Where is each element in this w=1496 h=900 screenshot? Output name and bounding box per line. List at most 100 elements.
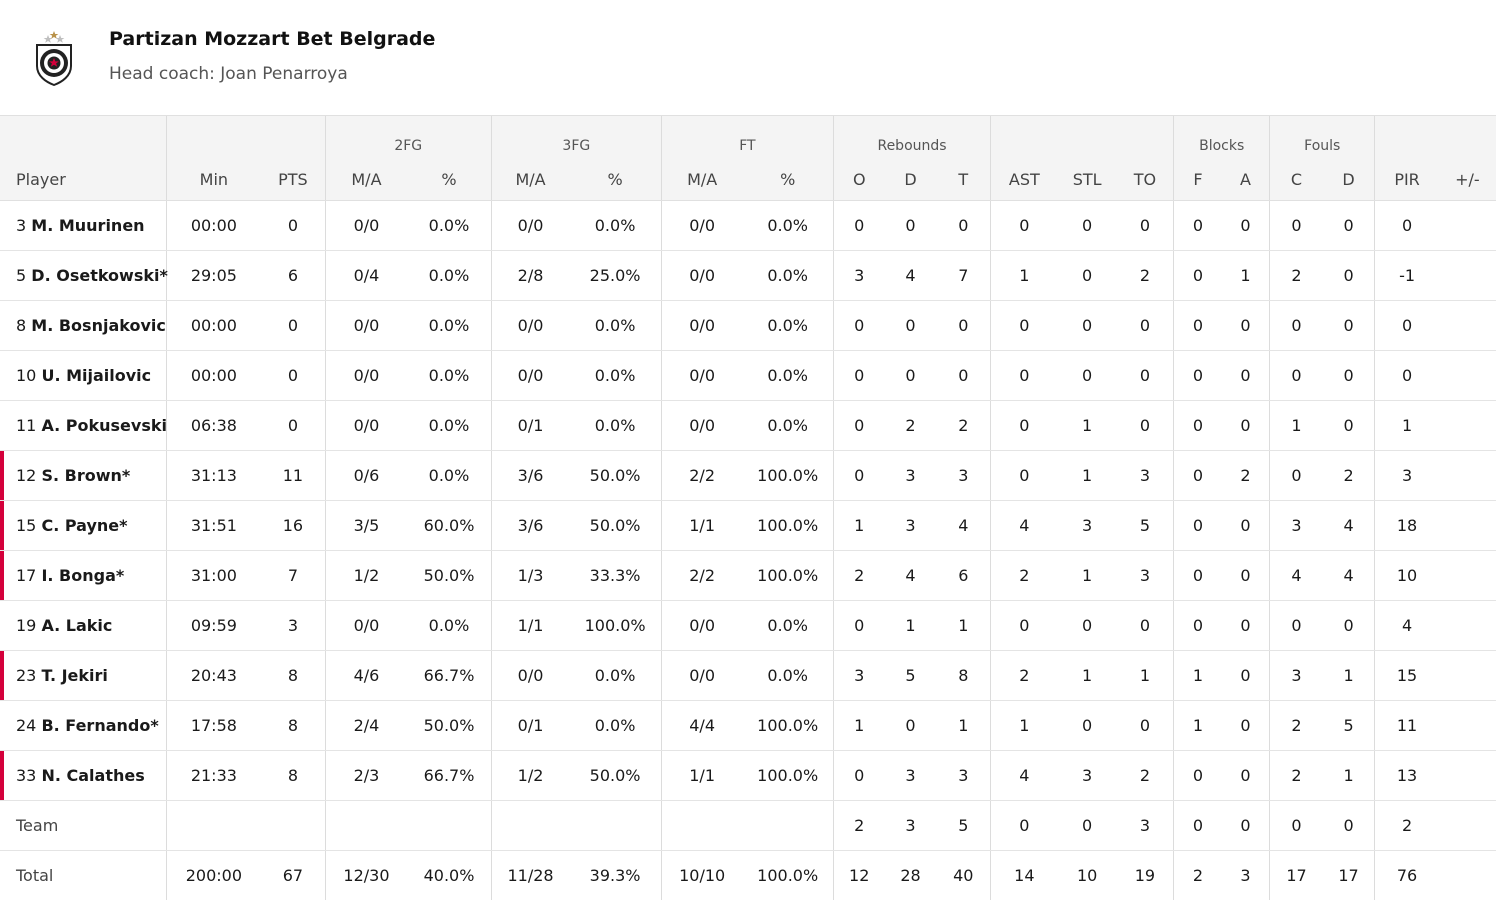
col-blk-f[interactable]: F [1174,158,1222,201]
col-min[interactable]: Min [166,158,261,201]
player-name[interactable]: S. Brown* [41,466,130,485]
stat-pm [1439,251,1496,301]
col-stl[interactable]: STL [1058,158,1117,201]
stat-fg3-pct [569,801,661,851]
player-cell[interactable]: 17 I. Bonga* [0,551,166,601]
col-blk-a[interactable]: A [1222,158,1270,201]
stat-pir: 15 [1375,651,1439,701]
player-number: 5 [16,266,26,285]
col-2fg-ma[interactable]: M/A [325,158,407,201]
stat-fg3-pct: 50.0% [569,751,661,801]
player-number: 10 [16,366,36,385]
player-cell[interactable]: 19 A. Lakic [0,601,166,651]
col-pir[interactable]: PIR [1375,158,1439,201]
col-plus-minus[interactable]: +/- [1439,158,1496,201]
col-ast[interactable]: AST [991,158,1058,201]
player-name[interactable]: A. Lakic [41,616,112,635]
player-name[interactable]: C. Payne* [41,516,127,535]
player-cell[interactable]: 33 N. Calathes [0,751,166,801]
stat-fg3-pct: 0.0% [569,401,661,451]
player-name[interactable]: M. Bosnjakovic [31,316,166,335]
stat-stl: 1 [1058,401,1117,451]
stat-reb-t: 3 [937,751,991,801]
col-reb-t[interactable]: T [937,158,991,201]
stat-reb-t: 8 [937,651,991,701]
stat-ast: 2 [991,651,1058,701]
player-cell[interactable]: 23 T. Jekiri [0,651,166,701]
stat-ast: 2 [991,551,1058,601]
col-to[interactable]: TO [1117,158,1174,201]
stat-fg3-ma: 0/1 [491,701,569,751]
col-3fg-pct[interactable]: % [569,158,661,201]
stat-min: 21:33 [166,751,261,801]
stat-foul-c: 2 [1270,251,1323,301]
stat-pir: 11 [1375,701,1439,751]
stat-blk-a: 0 [1222,751,1270,801]
player-name[interactable]: I. Bonga* [41,566,124,585]
stat-pm [1439,651,1496,701]
player-cell[interactable]: 12 S. Brown* [0,451,166,501]
player-cell[interactable]: 15 C. Payne* [0,501,166,551]
player-name[interactable]: T. Jekiri [41,666,107,685]
stat-fg3-ma: 2/8 [491,251,569,301]
stat-blk-a: 0 [1222,201,1270,251]
player-cell[interactable]: 11 A. Pokusevski [0,401,166,451]
col-pts[interactable]: PTS [261,158,325,201]
col-player[interactable]: Player [0,158,166,201]
stat-ast: 1 [991,251,1058,301]
player-name[interactable]: M. Muurinen [31,216,144,235]
col-foul-c[interactable]: C [1270,158,1323,201]
col-reb-o[interactable]: O [833,158,884,201]
col-foul-d[interactable]: D [1323,158,1375,201]
stat-min: 00:00 [166,201,261,251]
stat-ft-pct: 0.0% [742,401,833,451]
stat-pm [1439,501,1496,551]
col-reb-d[interactable]: D [885,158,937,201]
player-number: 15 [16,516,36,535]
stat-reb-d: 0 [885,351,937,401]
player-cell[interactable]: 8 M. Bosnjakovic [0,301,166,351]
player-cell[interactable]: 5 D. Osetkowski* [0,251,166,301]
player-name[interactable]: U. Mijailovic [41,366,151,385]
stat-ft-ma: 0/0 [661,301,742,351]
stat-blk-f: 0 [1174,301,1222,351]
stat-reb-t: 7 [937,251,991,301]
player-cell[interactable]: 10 U. Mijailovic [0,351,166,401]
player-cell[interactable]: 24 B. Fernando* [0,701,166,751]
stat-to: 0 [1117,201,1174,251]
stat-fg2-pct: 0.0% [407,301,491,351]
stat-fg2-pct: 66.7% [407,751,491,801]
col-2fg-pct[interactable]: % [407,158,491,201]
stat-blk-f: 0 [1174,251,1222,301]
stat-ft-ma: 0/0 [661,351,742,401]
stat-ft-ma: 2/2 [661,451,742,501]
stat-pm [1439,351,1496,401]
stat-fg2-ma: 0/0 [325,401,407,451]
player-cell[interactable]: 3 M. Muurinen [0,201,166,251]
player-name[interactable]: A. Pokusevski [41,416,167,435]
stat-reb-d: 0 [885,301,937,351]
stat-fg3-pct: 0.0% [569,201,661,251]
player-name[interactable]: D. Osetkowski* [31,266,168,285]
player-name[interactable]: B. Fernando* [41,716,158,735]
player-name[interactable]: N. Calathes [41,766,144,785]
stat-ft-ma: 0/0 [661,401,742,451]
stat-to: 5 [1117,501,1174,551]
stat-foul-d: 5 [1323,701,1375,751]
col-3fg-ma[interactable]: M/A [491,158,569,201]
stat-ft-pct: 100.0% [742,701,833,751]
col-ft-pct[interactable]: % [742,158,833,201]
col-ft-ma[interactable]: M/A [661,158,742,201]
